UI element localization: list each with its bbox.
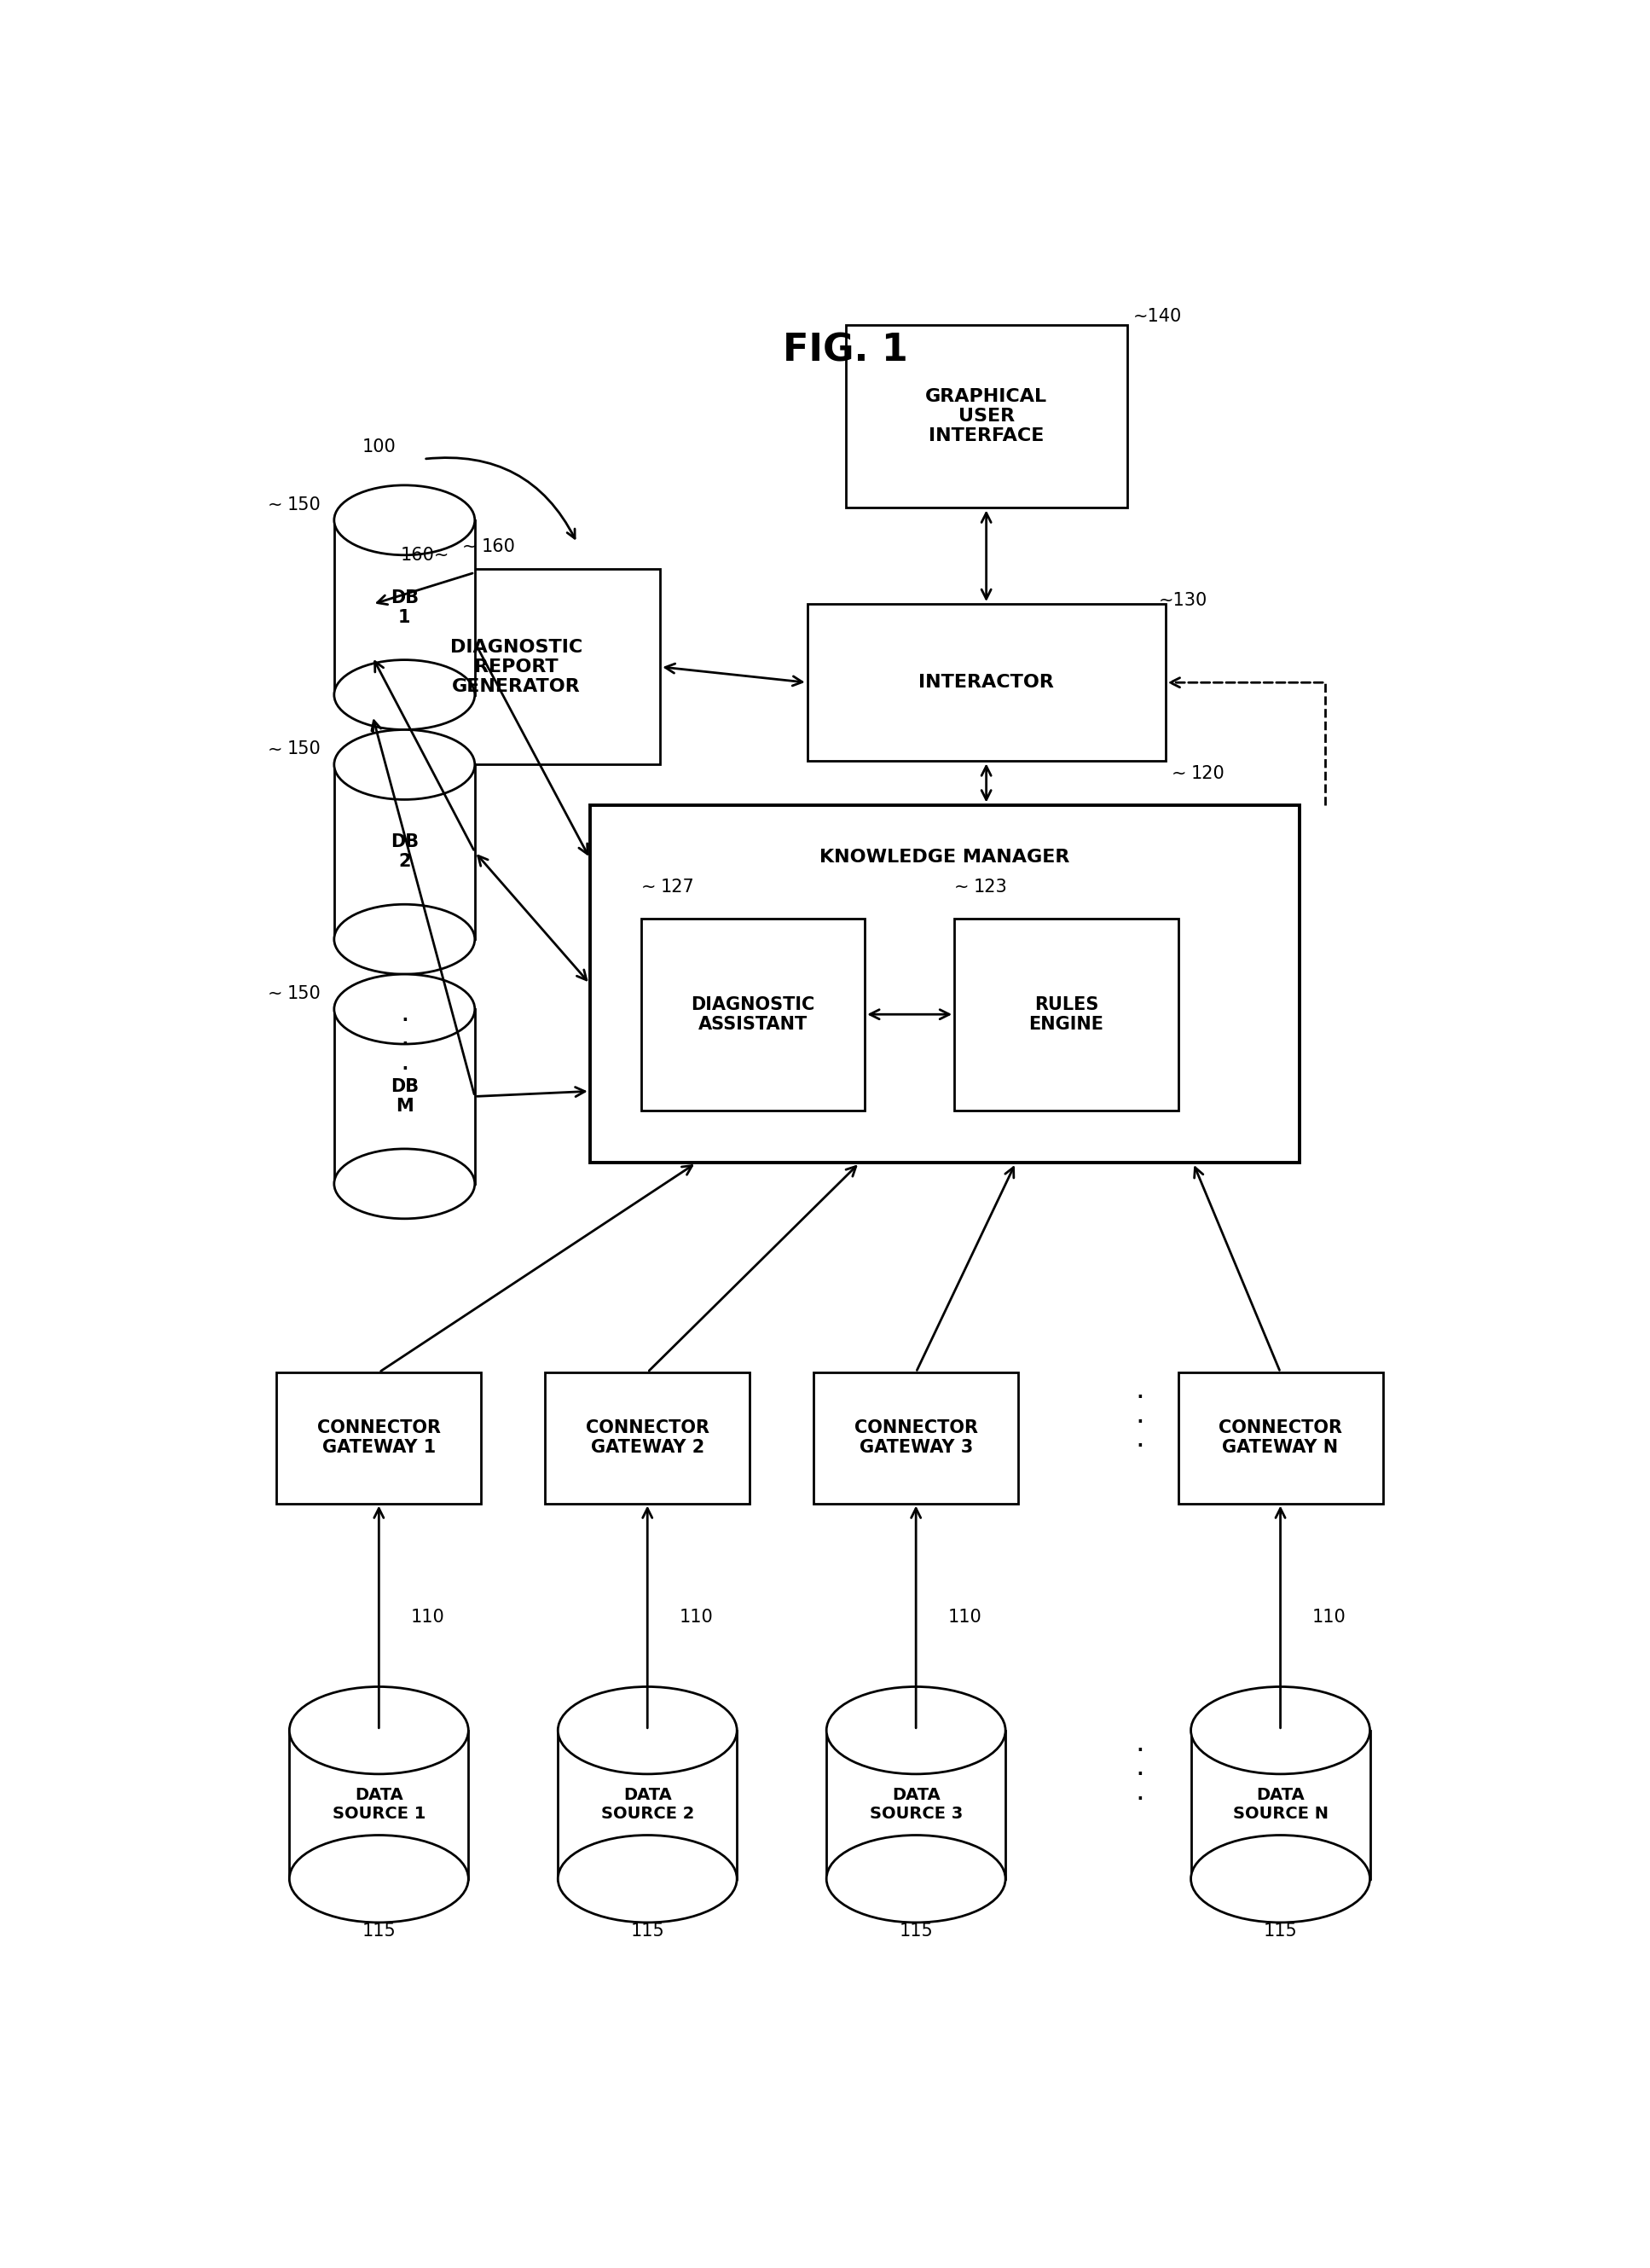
Ellipse shape xyxy=(335,485,475,556)
Text: ~: ~ xyxy=(267,497,282,513)
Text: 150: 150 xyxy=(287,497,320,513)
Text: ~140: ~140 xyxy=(1134,308,1181,324)
Text: 110: 110 xyxy=(1312,1608,1346,1626)
Text: ~130: ~130 xyxy=(1158,592,1208,610)
Bar xyxy=(642,919,865,1111)
Text: 115: 115 xyxy=(899,1923,932,1939)
Text: .: . xyxy=(1135,1377,1145,1404)
Text: .: . xyxy=(1135,1753,1145,1780)
Bar xyxy=(954,919,1178,1111)
Text: DIAGNOSTIC
ASSISTANT: DIAGNOSTIC ASSISTANT xyxy=(691,996,815,1032)
Text: .: . xyxy=(399,1048,409,1075)
Ellipse shape xyxy=(558,1835,738,1923)
Text: CONNECTOR
GATEWAY N: CONNECTOR GATEWAY N xyxy=(1219,1420,1341,1456)
Text: DATA
SOURCE 1: DATA SOURCE 1 xyxy=(332,1787,426,1821)
Text: 100: 100 xyxy=(361,438,396,456)
Polygon shape xyxy=(335,1009,475,1184)
Text: 115: 115 xyxy=(1264,1923,1297,1939)
Text: DB
2: DB 2 xyxy=(391,835,419,871)
Text: 150: 150 xyxy=(287,984,320,1002)
Text: DATA
SOURCE 2: DATA SOURCE 2 xyxy=(601,1787,695,1821)
Text: DATA
SOURCE N: DATA SOURCE N xyxy=(1233,1787,1328,1821)
Ellipse shape xyxy=(335,975,475,1043)
Text: 150: 150 xyxy=(287,742,320,758)
Bar xyxy=(1178,1372,1383,1504)
Text: 120: 120 xyxy=(1191,764,1224,782)
Text: CONNECTOR
GATEWAY 2: CONNECTOR GATEWAY 2 xyxy=(586,1420,709,1456)
Polygon shape xyxy=(335,519,475,694)
FancyArrowPatch shape xyxy=(426,458,574,538)
Bar xyxy=(373,569,660,764)
Text: KNOWLEDGE MANAGER: KNOWLEDGE MANAGER xyxy=(820,848,1069,866)
Bar xyxy=(846,324,1127,508)
Ellipse shape xyxy=(1191,1687,1370,1774)
Bar xyxy=(813,1372,1018,1504)
Text: DATA
SOURCE 3: DATA SOURCE 3 xyxy=(870,1787,962,1821)
Bar xyxy=(277,1372,482,1504)
Text: CONNECTOR
GATEWAY 1: CONNECTOR GATEWAY 1 xyxy=(317,1420,441,1456)
Text: GRAPHICAL
USER
INTERFACE: GRAPHICAL USER INTERFACE xyxy=(926,388,1048,445)
Text: ~: ~ xyxy=(954,878,969,896)
Text: CONNECTOR
GATEWAY 3: CONNECTOR GATEWAY 3 xyxy=(855,1420,978,1456)
Text: 110: 110 xyxy=(411,1608,446,1626)
Ellipse shape xyxy=(827,1835,1005,1923)
Text: ~: ~ xyxy=(462,538,477,556)
Text: .: . xyxy=(1135,1399,1145,1429)
Text: ~: ~ xyxy=(267,984,282,1002)
Ellipse shape xyxy=(558,1687,738,1774)
Polygon shape xyxy=(558,1730,738,1878)
Text: INTERACTOR: INTERACTOR xyxy=(919,674,1054,692)
Text: .: . xyxy=(1135,1728,1145,1758)
Text: .: . xyxy=(1135,1424,1145,1454)
Text: DB
1: DB 1 xyxy=(391,590,419,626)
Ellipse shape xyxy=(335,905,475,975)
Bar xyxy=(544,1372,749,1504)
Text: .: . xyxy=(399,998,409,1027)
Text: .: . xyxy=(1135,1778,1145,1805)
Text: RULES
ENGINE: RULES ENGINE xyxy=(1028,996,1104,1032)
Ellipse shape xyxy=(289,1835,469,1923)
Text: DB
M: DB M xyxy=(391,1077,419,1116)
Ellipse shape xyxy=(289,1687,469,1774)
Ellipse shape xyxy=(335,1150,475,1218)
Text: 127: 127 xyxy=(660,878,695,896)
Text: ~: ~ xyxy=(640,878,657,896)
Text: ~: ~ xyxy=(267,742,282,758)
Text: 110: 110 xyxy=(949,1608,982,1626)
Text: 123: 123 xyxy=(973,878,1008,896)
Polygon shape xyxy=(289,1730,469,1878)
Text: ~: ~ xyxy=(1171,764,1186,782)
Text: FIG. 1: FIG. 1 xyxy=(784,333,908,370)
Text: .: . xyxy=(399,1023,409,1050)
Polygon shape xyxy=(335,764,475,939)
Text: 110: 110 xyxy=(680,1608,713,1626)
Ellipse shape xyxy=(335,660,475,730)
Text: 115: 115 xyxy=(361,1923,396,1939)
Text: DIAGNOSTIC
REPORT
GENERATOR: DIAGNOSTIC REPORT GENERATOR xyxy=(450,640,582,696)
Polygon shape xyxy=(1191,1730,1370,1878)
Bar xyxy=(807,603,1165,762)
Text: 115: 115 xyxy=(630,1923,665,1939)
Ellipse shape xyxy=(827,1687,1005,1774)
Polygon shape xyxy=(827,1730,1005,1878)
Bar xyxy=(591,805,1300,1163)
Text: 160~: 160~ xyxy=(401,547,449,565)
Text: 160: 160 xyxy=(482,538,515,556)
Ellipse shape xyxy=(335,730,475,801)
Ellipse shape xyxy=(1191,1835,1370,1923)
